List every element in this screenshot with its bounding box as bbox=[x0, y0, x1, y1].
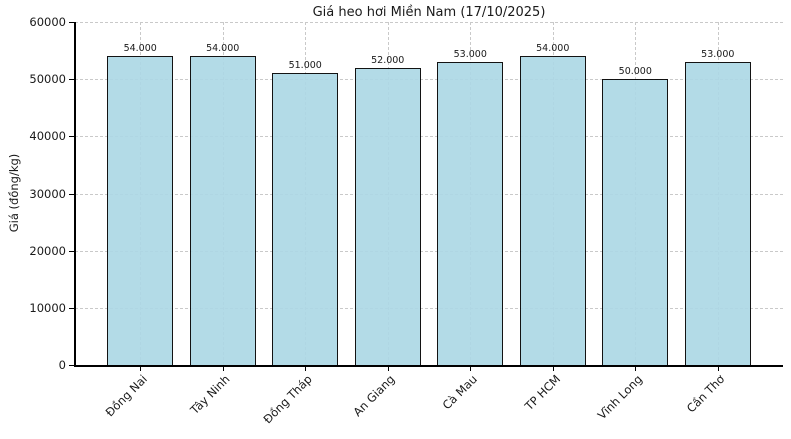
y-tick-mark bbox=[69, 136, 74, 138]
x-tick-label-text: Đồng Tháp bbox=[260, 372, 316, 427]
y-tick-label: 30000 bbox=[29, 186, 66, 201]
h-gridline bbox=[75, 307, 783, 309]
x-tick-mark bbox=[140, 366, 142, 371]
x-tick-mark bbox=[470, 366, 472, 371]
y-axis-spine bbox=[74, 22, 76, 365]
x-tick-mark bbox=[222, 366, 224, 371]
bar bbox=[107, 56, 174, 365]
h-gridline bbox=[75, 136, 783, 138]
x-tick-label-text: Đồng Nai bbox=[102, 372, 151, 420]
x-tick-mark bbox=[552, 366, 554, 371]
h-gridline bbox=[75, 79, 783, 81]
h-gridline bbox=[75, 193, 783, 195]
y-tick-mark bbox=[69, 79, 74, 81]
y-tick-mark bbox=[69, 365, 74, 366]
bar-value-label: 52.000 bbox=[371, 54, 405, 66]
y-tick-mark bbox=[69, 22, 74, 23]
bar-value-label: 54.000 bbox=[206, 43, 240, 55]
bar bbox=[684, 62, 751, 365]
bar-value-label: 50.000 bbox=[618, 66, 652, 78]
x-axis-spine bbox=[74, 365, 783, 367]
bar bbox=[519, 56, 586, 365]
x-tick-label-text: TP HCM bbox=[521, 372, 563, 414]
bar-value-label: 53.000 bbox=[453, 49, 487, 61]
chart-title: Giá heo hơi Miền Nam (17/10/2025) bbox=[312, 5, 546, 20]
y-tick-label: 50000 bbox=[29, 72, 66, 87]
x-tick-mark bbox=[387, 366, 389, 371]
x-tick-label-text: Cà Mau bbox=[439, 372, 481, 413]
x-tick-label-text: An Giang bbox=[350, 372, 398, 420]
y-tick-label: 40000 bbox=[29, 129, 66, 144]
bar bbox=[272, 73, 339, 365]
bar-value-label: 54.000 bbox=[123, 43, 157, 55]
x-tick-label-text: Vĩnh Long bbox=[594, 372, 646, 423]
h-gridline bbox=[75, 250, 783, 252]
x-tick-label-text: Tây Ninh bbox=[187, 372, 233, 417]
bar bbox=[602, 79, 669, 365]
y-tick-label: 0 bbox=[58, 358, 66, 372]
bar bbox=[354, 67, 421, 365]
x-tick-mark bbox=[717, 366, 719, 371]
plot-area bbox=[75, 22, 783, 365]
bar-value-label: 54.000 bbox=[536, 43, 570, 55]
y-tick-mark bbox=[69, 193, 74, 195]
y-tick-label: 60000 bbox=[29, 15, 66, 29]
y-tick-mark bbox=[69, 307, 74, 309]
x-tick-label-text: Cần Thơ bbox=[684, 372, 728, 416]
bar bbox=[189, 56, 256, 365]
bar-value-label: 53.000 bbox=[701, 49, 735, 61]
bar-value-label: 51.000 bbox=[288, 60, 322, 72]
y-tick-label: 20000 bbox=[29, 243, 66, 258]
x-tick-mark bbox=[305, 366, 307, 371]
y-tick-label: 10000 bbox=[29, 300, 66, 315]
h-gridline bbox=[75, 22, 783, 23]
y-tick-mark bbox=[69, 250, 74, 252]
bar bbox=[437, 62, 504, 365]
x-tick-mark bbox=[635, 366, 637, 371]
